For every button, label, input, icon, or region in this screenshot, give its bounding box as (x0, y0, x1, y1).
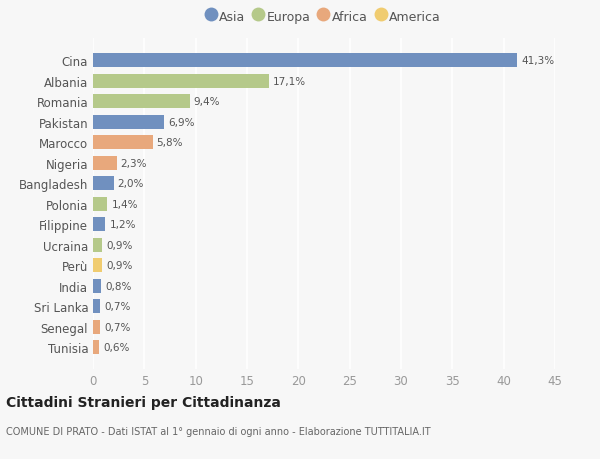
Text: 1,2%: 1,2% (109, 220, 136, 230)
Text: 0,8%: 0,8% (106, 281, 131, 291)
Text: 0,9%: 0,9% (106, 240, 133, 250)
Bar (93, 157, 116, 170)
Text: 9,4%: 9,4% (194, 97, 220, 107)
Legend: Asia, Europa, Africa, America: Asia, Europa, Africa, America (205, 8, 443, 26)
Text: 41,3%: 41,3% (521, 56, 554, 66)
Bar (93, 177, 113, 191)
Bar (93, 279, 101, 293)
Bar (93, 197, 107, 211)
Bar (93, 238, 102, 252)
Bar (93, 341, 99, 354)
Bar (93, 218, 106, 232)
Text: 6,9%: 6,9% (168, 118, 194, 128)
Bar (93, 115, 164, 129)
Bar (93, 74, 269, 89)
Text: 1,4%: 1,4% (112, 199, 138, 209)
Text: 0,7%: 0,7% (104, 322, 131, 332)
Bar (93, 136, 152, 150)
Text: 0,7%: 0,7% (104, 302, 131, 312)
Bar (93, 95, 190, 109)
Bar (93, 320, 100, 334)
Text: 0,6%: 0,6% (103, 342, 130, 353)
Bar (93, 259, 102, 273)
Text: 2,3%: 2,3% (121, 158, 147, 168)
Text: 2,0%: 2,0% (118, 179, 144, 189)
Bar (93, 54, 517, 68)
Text: COMUNE DI PRATO - Dati ISTAT al 1° gennaio di ogni anno - Elaborazione TUTTITALI: COMUNE DI PRATO - Dati ISTAT al 1° genna… (6, 426, 431, 436)
Text: Cittadini Stranieri per Cittadinanza: Cittadini Stranieri per Cittadinanza (6, 395, 281, 409)
Text: 0,9%: 0,9% (106, 261, 133, 271)
Text: 17,1%: 17,1% (272, 77, 306, 86)
Bar (93, 300, 100, 313)
Text: 5,8%: 5,8% (157, 138, 183, 148)
